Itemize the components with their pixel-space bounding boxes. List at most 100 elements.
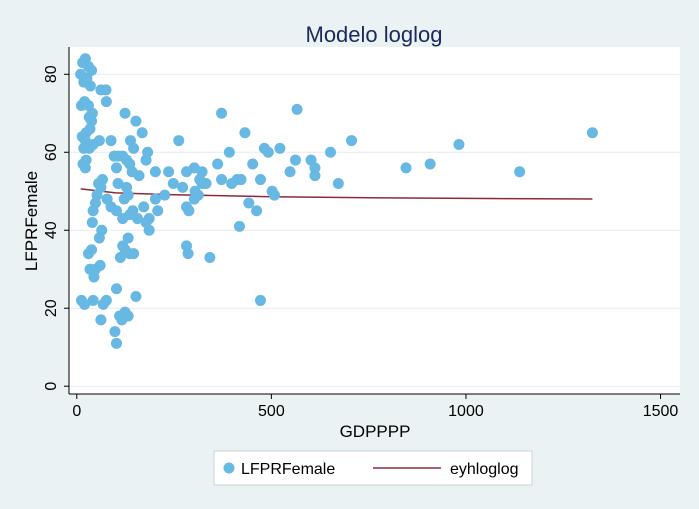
scatter-point — [254, 174, 266, 186]
scatter-point — [182, 248, 194, 260]
x-tick-label: 1000 — [448, 403, 484, 420]
scatter-point — [122, 310, 134, 322]
scatter-point — [128, 142, 140, 154]
scatter-point — [128, 248, 140, 260]
scatter-point — [274, 142, 286, 154]
scatter-point — [95, 314, 107, 326]
scatter-point — [133, 170, 145, 182]
scatter-point — [514, 166, 526, 178]
scatter-point — [122, 189, 134, 201]
scatter-point — [251, 205, 263, 217]
legend: LFPRFemale eyhloglog — [213, 450, 533, 486]
scatter-point — [586, 127, 598, 139]
scatter-point — [216, 107, 228, 119]
scatter-point — [93, 177, 105, 189]
scatter-point — [79, 298, 91, 310]
scatter-point — [136, 127, 148, 139]
scatter-point — [177, 181, 189, 193]
scatter-point — [131, 213, 143, 225]
scatter-point — [233, 220, 245, 232]
plot-area — [69, 47, 680, 394]
legend-label-eyhloglog: eyhloglog — [450, 461, 519, 478]
scatter-point — [130, 115, 142, 127]
x-tick-label: 0 — [72, 403, 81, 420]
scatter-point — [110, 283, 122, 295]
scatter-point — [216, 174, 228, 186]
scatter-point — [94, 259, 106, 271]
scatter-point — [325, 146, 337, 158]
scatter-point — [284, 166, 296, 178]
scatter-point — [108, 150, 120, 162]
scatter-point — [109, 326, 121, 338]
scatter-point — [86, 216, 98, 228]
y-tick-label: 60 — [43, 143, 60, 161]
y-tick-label: 0 — [43, 382, 60, 391]
scatter-point — [130, 291, 142, 303]
scatter-point — [79, 162, 91, 174]
y-tick-label: 40 — [43, 221, 60, 239]
scatter-point — [167, 177, 179, 189]
scatter-point — [173, 135, 185, 147]
scatter-point — [247, 158, 259, 170]
scatter-point — [93, 232, 105, 244]
x-tick-label: 500 — [258, 403, 285, 420]
scatter-point — [87, 294, 99, 306]
scatter-point — [309, 170, 321, 182]
scatter-point — [400, 162, 412, 174]
x-tick-label: 1500 — [643, 403, 679, 420]
scatter-point — [183, 205, 195, 217]
scatter-point — [204, 252, 216, 264]
scatter-point — [346, 135, 358, 147]
scatter-point — [223, 146, 235, 158]
scatter-point — [254, 294, 266, 306]
scatter-point — [235, 174, 247, 186]
scatter-point — [112, 177, 124, 189]
scatter-point — [138, 201, 150, 213]
scatter-point — [88, 271, 100, 283]
scatter-point — [82, 248, 94, 260]
legend-marker-lfprfemale — [223, 462, 235, 474]
scatter-point — [453, 138, 465, 150]
scatter-point — [97, 298, 109, 310]
scatter-points — [75, 53, 598, 349]
scatter-point — [194, 174, 206, 186]
legend-label-lfprfemale: LFPRFemale — [241, 461, 335, 478]
scatter-point — [189, 185, 201, 197]
scatter-point — [212, 158, 224, 170]
scatter-point — [262, 146, 274, 158]
y-tick-label: 20 — [43, 299, 60, 317]
scatter-point — [289, 154, 301, 166]
scatter-point — [243, 197, 255, 209]
y-axis-title: LFPRFemale — [22, 171, 41, 271]
axes: 0 20 40 60 80 0 500 1000 1500 — [43, 47, 680, 420]
scatter-point — [105, 135, 117, 147]
scatter-point — [117, 213, 129, 225]
scatter-point — [268, 189, 280, 201]
scatter-point — [93, 135, 105, 147]
scatter-point — [149, 193, 161, 205]
grid-lines — [69, 73, 680, 387]
scatter-point — [291, 103, 303, 115]
scatter-point — [152, 205, 164, 217]
scatter-point — [119, 107, 131, 119]
scatter-point — [84, 80, 96, 92]
scatter-point — [149, 166, 161, 178]
x-axis-title: GDPPPP — [340, 422, 411, 441]
scatter-point — [110, 205, 122, 217]
scatter-point — [101, 193, 113, 205]
scatter-point — [424, 158, 436, 170]
scatter-point — [83, 142, 95, 154]
scatter-point — [110, 162, 122, 174]
scatter-point — [84, 123, 96, 135]
scatter-point — [100, 84, 112, 96]
scatter-point — [239, 127, 251, 139]
scatter-point — [140, 154, 152, 166]
y-tick-label: 80 — [43, 65, 60, 83]
scatter-point — [110, 337, 122, 349]
scatter-point — [309, 162, 321, 174]
scatter-point — [159, 189, 171, 201]
scatter-point — [332, 177, 344, 189]
scatter-point — [114, 252, 126, 264]
